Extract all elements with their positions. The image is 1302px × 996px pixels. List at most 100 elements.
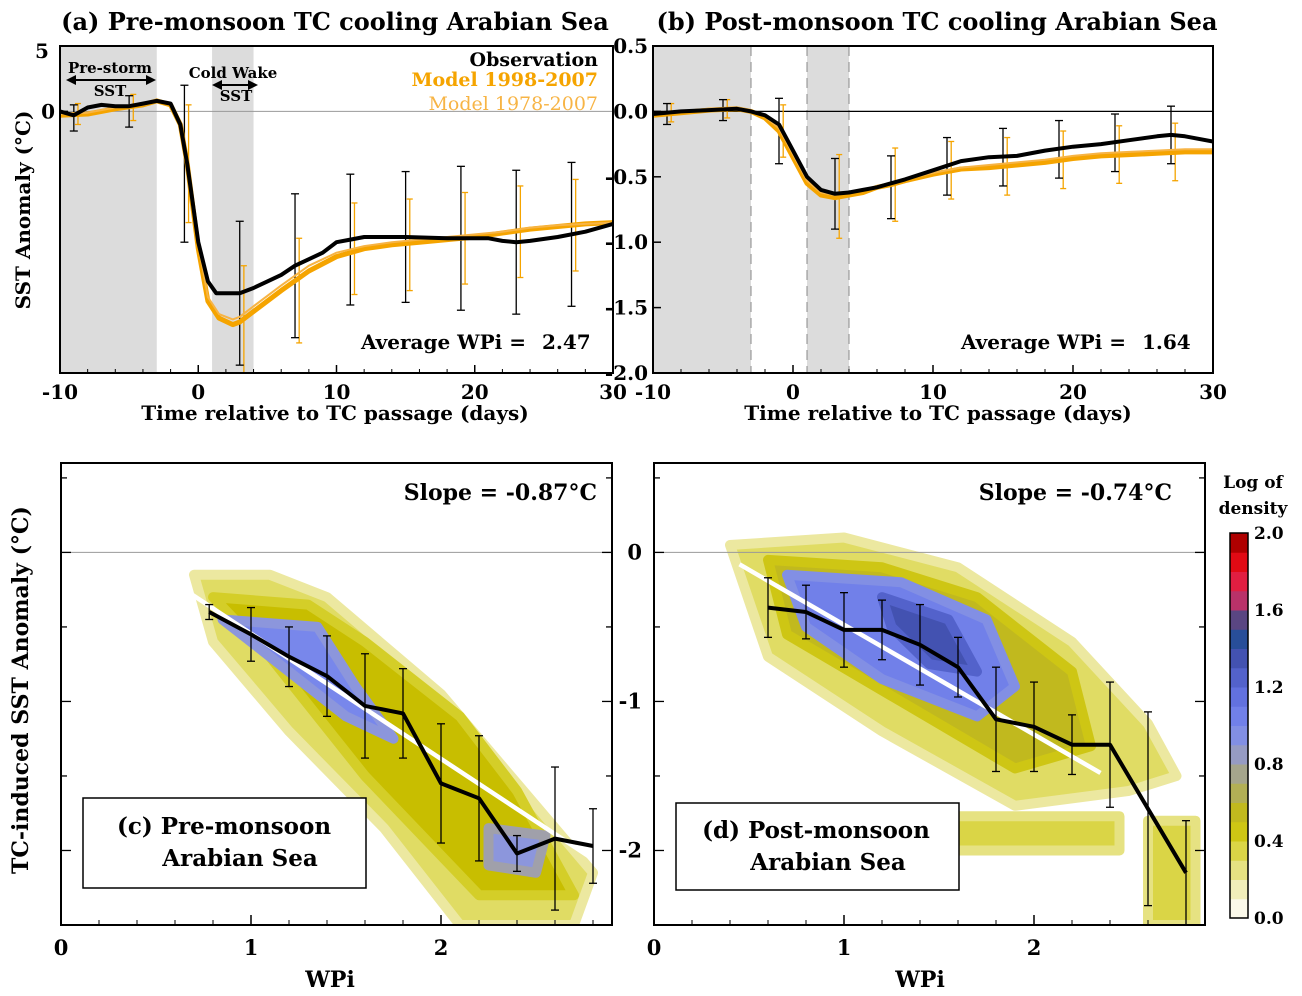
colorbar-cells — [1230, 533, 1248, 919]
colorbar-cell — [1230, 860, 1248, 880]
pre-storm-label-top: Pre-storm — [68, 59, 152, 77]
panel-d-x-label: WPi — [894, 967, 945, 993]
x-tick-label: 30 — [1199, 380, 1227, 404]
panel-d-slope: Slope = -0.74°C — [979, 480, 1172, 506]
panel-d-ticks: 0 1 2 0 -1 -2 — [619, 477, 1205, 960]
colorbar-tick-label: 1.6 — [1254, 601, 1284, 621]
density-region-3 — [877, 592, 982, 677]
x-tick-label: 30 — [599, 380, 627, 404]
x-tick-label: 0 — [191, 380, 205, 404]
panel-b-series — [653, 106, 1213, 201]
y-tick-label: -2 — [619, 837, 642, 862]
colorbar-cell — [1230, 687, 1248, 707]
cold-wake-arrow-right-icon — [248, 80, 258, 90]
panel-a-stray-label: 5 — [35, 39, 49, 63]
x-tick-label: 0 — [647, 935, 662, 960]
panel-a-wpi-value: 2.47 — [542, 330, 591, 354]
panel-c-foreground — [183, 587, 604, 911]
colorbar-cell — [1230, 783, 1248, 803]
colorbar-cell — [1230, 610, 1248, 630]
colorbar-cell — [1230, 571, 1248, 592]
y-tick-label: -1.0 — [605, 230, 648, 254]
colorbar-cell — [1230, 802, 1248, 823]
x-tick-label: 0 — [54, 935, 69, 960]
series-line-0 — [60, 98, 613, 296]
y-tick-label: 0 — [41, 99, 55, 123]
legend-model-1978: Model 1978-2007 — [428, 93, 598, 115]
shaded-period-0 — [653, 46, 751, 373]
panel-c-label-line1: (c) Pre-monsoon — [117, 813, 331, 840]
panel-c-ticks: 0 1 2 — [54, 477, 612, 960]
x-tick-label: 10 — [323, 380, 351, 404]
pre-storm-arrow-right-icon — [146, 75, 156, 85]
panel-b-title: (b) Post-monsoon TC cooling Arabian Sea — [657, 7, 1218, 36]
colorbar-cell — [1230, 648, 1248, 669]
panel-c-label-line2: Arabian Sea — [161, 845, 318, 872]
colorbar-title-line2: density — [1219, 499, 1289, 519]
panel-a: (a) Pre-monsoon TC cooling Arabian Sea -… — [11, 7, 627, 425]
colorbar-ticks: 2.0 1.6 1.2 0.8 0.4 0.0 — [1254, 524, 1284, 929]
x-tick-label: 2 — [1027, 935, 1042, 960]
colorbar-title-line1: Log of — [1223, 473, 1284, 493]
colorbar-tick-label: 0.4 — [1254, 832, 1284, 852]
panel-c-slope: Slope = -0.87°C — [404, 480, 597, 506]
x-tick-label: -10 — [635, 380, 671, 404]
colorbar-cell — [1230, 552, 1248, 572]
series-line-0 — [653, 106, 1213, 196]
panel-a-title: (a) Pre-monsoon TC cooling Arabian Sea — [61, 7, 609, 36]
colorbar-cell — [1230, 725, 1248, 746]
panel-d-label-line2: Arabian Sea — [749, 849, 906, 876]
panel-b-x-label: Time relative to TC passage (days) — [744, 401, 1131, 425]
cold-wake-arrow-left-icon — [212, 80, 222, 90]
x-tick-label: 20 — [1059, 380, 1087, 404]
x-tick-label: 1 — [244, 935, 259, 960]
x-tick-label: 20 — [461, 380, 489, 404]
y-tick-label: 0.0 — [613, 99, 648, 123]
panel-b-wpi-label: Average WPi = — [960, 330, 1126, 354]
colorbar-cell — [1230, 629, 1248, 649]
colorbar: Log of density 2.0 1.6 1.2 0.8 0.4 0.0 — [1219, 473, 1289, 929]
panel-c-y-label: TC-induced SST Anomaly (°C) — [8, 506, 34, 874]
panel-a-y-label: SST Anomaly (°C) — [11, 111, 35, 310]
shaded-period-0 — [60, 46, 157, 373]
colorbar-cell — [1230, 821, 1248, 842]
panel-a-ticks: -10 0 10 20 30 0 — [41, 99, 627, 404]
colorbar-tick-label: 0.0 — [1254, 909, 1284, 929]
colorbar-cell — [1230, 533, 1248, 553]
y-tick-label: 0.5 — [613, 34, 648, 58]
y-tick-label: -2.0 — [605, 361, 648, 385]
colorbar-tick-label: 2.0 — [1254, 524, 1284, 544]
colorbar-cell — [1230, 590, 1248, 611]
y-tick-label: -1 — [619, 688, 642, 713]
cold-wake-label-bottom: SST — [220, 87, 253, 105]
panel-a-x-label: Time relative to TC passage (days) — [141, 401, 528, 425]
panel-c-label-box — [82, 797, 367, 889]
colorbar-cell — [1230, 764, 1248, 784]
pre-storm-arrow-left-icon — [66, 75, 76, 85]
colorbar-cell — [1230, 706, 1248, 726]
panel-a-series — [60, 98, 613, 328]
panel-c-frame — [60, 462, 613, 926]
panel-d-foreground — [738, 562, 1190, 925]
panel-d-frame — [653, 462, 1206, 926]
x-tick-label: 1 — [837, 935, 852, 960]
colorbar-cell — [1230, 898, 1248, 919]
panel-b-shading — [653, 46, 850, 373]
colorbar-cell — [1230, 667, 1248, 688]
y-tick-label: -0.5 — [605, 165, 648, 189]
density-region-5 — [1143, 815, 1201, 925]
panel-a-shading — [60, 46, 254, 373]
legend-model-1998: Model 1998-2007 — [411, 69, 598, 91]
colorbar-cell — [1230, 744, 1248, 765]
mean-line — [767, 605, 1188, 874]
x-tick-label: 0 — [786, 380, 800, 404]
colorbar-cell — [1230, 841, 1248, 861]
pre-storm-label-bottom: SST — [94, 82, 127, 100]
panel-c: 0 1 2 Slope = -0.87°C (c) Pre-monsoon Arab… — [8, 462, 613, 993]
shaded-period-1 — [807, 46, 849, 373]
panel-d: 0 1 2 0 -1 -2 Slope = -0.74°C (d) Post-monsoo… — [619, 462, 1206, 993]
panel-b: (b) Post-monsoon TC cooling Arabian Sea … — [605, 7, 1227, 425]
panel-b-ticks: -10 0 10 20 30 0.5 0.0 -0.5 -1.0 -1.5 -2.0 — [605, 34, 1227, 404]
panel-a-wpi-label: Average WPi = — [360, 330, 526, 354]
